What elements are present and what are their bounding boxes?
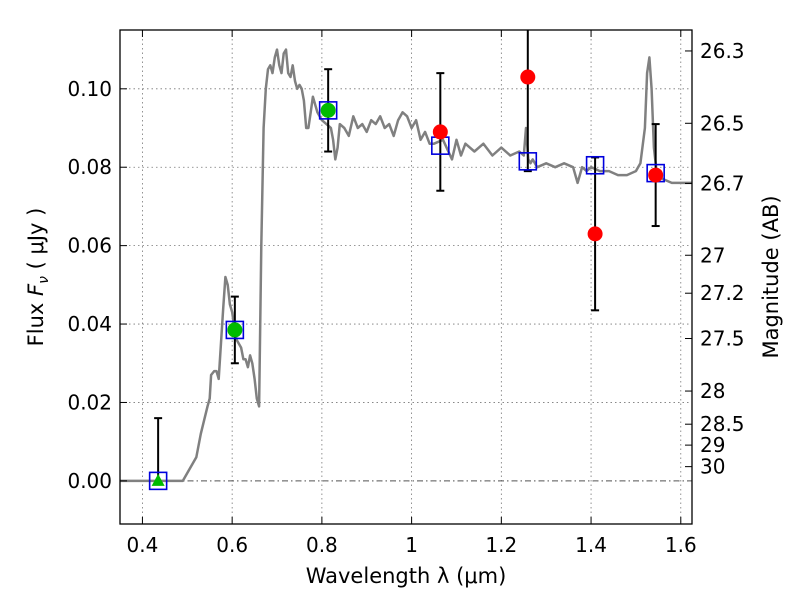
right-tick-label: 27.5 xyxy=(700,327,745,351)
right-axis-label: Magnitude (AB) xyxy=(759,195,783,358)
y-axis-label-symbol: F xyxy=(24,283,48,296)
y-tick-label: 0.00 xyxy=(67,469,112,493)
spectrum-line xyxy=(120,48,692,483)
model-point xyxy=(225,320,245,340)
observed-point xyxy=(587,226,603,242)
x-tick-labels: 0.4 0.6 0.8 1 1.2 1.4 1.6 xyxy=(127,533,697,557)
y-tick-labels: 0.00 0.02 0.04 0.06 0.08 0.10 xyxy=(67,77,112,493)
y-tick-label: 0.10 xyxy=(67,77,112,101)
model-points xyxy=(148,101,665,491)
x-tick-label: 0.8 xyxy=(306,533,338,557)
model-point xyxy=(318,101,338,120)
right-tick-label: 28.5 xyxy=(700,412,745,436)
upper-limit-point xyxy=(151,473,165,486)
right-tick-label: 27.2 xyxy=(700,281,745,305)
grid xyxy=(120,30,692,524)
plot-frame xyxy=(119,29,693,525)
observed-point xyxy=(227,322,243,338)
x-axis-label: Wavelength λ (μm) xyxy=(306,564,507,588)
model-point xyxy=(518,152,538,171)
right-tick-label: 28 xyxy=(700,379,725,403)
y-axis-label-subscript: ν xyxy=(36,276,52,284)
y-tick-label: 0.04 xyxy=(67,312,112,336)
x-tick-label: 1.6 xyxy=(665,533,697,557)
x-tick-label: 0.4 xyxy=(127,533,159,557)
x-tick-label: 0.6 xyxy=(216,533,248,557)
right-tick-label: 26.3 xyxy=(700,39,745,63)
observed-points xyxy=(151,69,664,486)
y-axis-label: Flux Fν ( μJy ) xyxy=(24,208,52,347)
observed-point xyxy=(520,69,536,85)
observed-point xyxy=(320,102,336,118)
y-tick-label: 0.06 xyxy=(67,234,112,258)
y-axis-label-unit: ( μJy ) xyxy=(24,208,48,276)
right-tick-label: 27 xyxy=(700,243,725,267)
x-tick-label: 1.2 xyxy=(485,533,517,557)
right-tick-label: 29 xyxy=(700,433,725,457)
model-point xyxy=(585,155,605,175)
right-tick-label: 30 xyxy=(700,455,725,479)
right-tick-label: 26.5 xyxy=(700,111,745,135)
spectrum xyxy=(120,48,692,483)
right-tick-label: 26.7 xyxy=(700,171,745,195)
y-tick-label: 0.08 xyxy=(67,155,112,179)
observed-point xyxy=(648,167,664,183)
observed-point xyxy=(432,124,448,140)
axis-ticks xyxy=(120,30,692,524)
x-tick-label: 1 xyxy=(405,533,418,557)
x-tick-label: 1.4 xyxy=(575,533,607,557)
error-bars xyxy=(154,30,660,481)
model-point xyxy=(148,471,168,491)
y-tick-label: 0.02 xyxy=(67,390,112,414)
y-axis-label-prefix: Flux xyxy=(24,296,48,346)
